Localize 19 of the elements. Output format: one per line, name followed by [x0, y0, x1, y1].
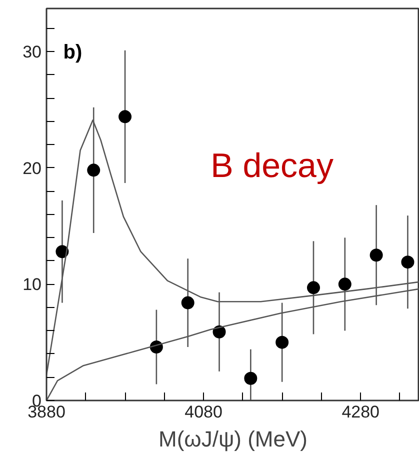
x-tick-label: 4080 — [184, 402, 222, 422]
point — [181, 296, 194, 310]
x-axis-title: M(ωJ/ψ) (MeV) — [158, 426, 308, 452]
point — [56, 245, 69, 258]
point — [244, 372, 258, 385]
x-tick-label: 4280 — [342, 402, 380, 422]
point — [118, 110, 132, 124]
annotation: B decay — [210, 146, 334, 185]
point — [338, 278, 352, 291]
y-tick-label: 10 — [22, 275, 42, 294]
y-tick-label: 20 — [22, 158, 42, 178]
annotation: b) — [63, 41, 82, 64]
point — [87, 164, 100, 177]
point — [276, 336, 289, 349]
point — [306, 281, 320, 294]
point — [401, 256, 414, 269]
point — [370, 248, 383, 262]
point — [212, 325, 226, 338]
y-tick-label: 30 — [22, 42, 42, 62]
